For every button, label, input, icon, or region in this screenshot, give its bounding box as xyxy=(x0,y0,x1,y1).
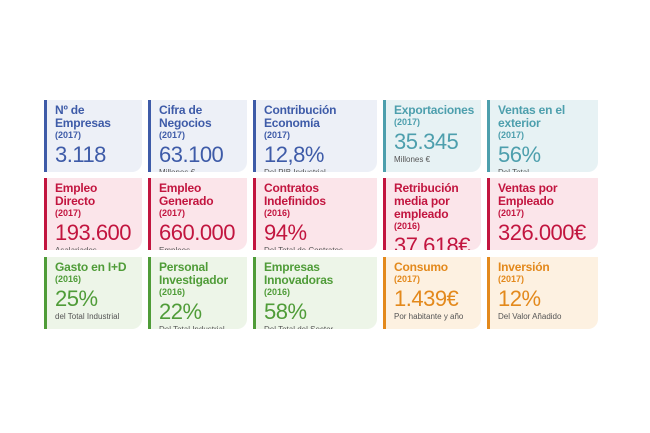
card-year: (2016) xyxy=(264,208,291,218)
stat-card: Consumo (2017) 1.439€ Por habitante y año xyxy=(383,257,481,329)
card-title: Empleo Directo xyxy=(55,181,98,208)
card-year: (2016) xyxy=(159,287,186,297)
card-title: Empresas Innovadoras xyxy=(264,260,334,287)
card-year: (2017) xyxy=(394,274,421,284)
card-value: 22% xyxy=(159,299,202,324)
stat-card: Ventas por Empleado (2017) 326.000€ xyxy=(487,178,598,250)
card-title: Ventas en el exterior xyxy=(498,103,565,130)
card-year: (2017) xyxy=(394,117,421,127)
card-note: del Total Industrial xyxy=(55,312,120,321)
card-note: Del Valor Añadido xyxy=(498,312,562,321)
stat-card: Ventas en el exterior(2017) 56%Del Total xyxy=(487,100,598,172)
card-year: (2017) xyxy=(264,130,291,140)
card-value: 193.600 xyxy=(55,220,132,245)
stat-card: Retribución media por empleado (2016) 37.6… xyxy=(383,178,481,250)
card-year: (2017) xyxy=(498,208,525,218)
card-value: 326.000€ xyxy=(498,220,586,245)
stat-card: Contribución Economía(2017) 12,8%Del PIB … xyxy=(253,100,377,172)
card-year: (2016) xyxy=(264,287,291,297)
stat-card: Exportaciones (2017) 35.345 Millones € xyxy=(383,100,481,172)
card-year: (2017) xyxy=(498,130,525,140)
card-year: (2016) xyxy=(55,274,82,284)
stat-card: Cifra de Negocios(2017) 63.100Millones € xyxy=(148,100,247,172)
card-title: Gasto en I+D xyxy=(55,260,127,274)
card-title: Nº de Empresas xyxy=(55,103,111,130)
card-note: Millones € xyxy=(159,168,241,172)
card-value: 37.618€ xyxy=(394,233,471,250)
stat-card: Personal Investigador(2016) 22%Del Total … xyxy=(148,257,247,329)
card-note: Del Total xyxy=(498,168,592,172)
card-value: 3.118 xyxy=(55,142,106,167)
stat-card: Empleo Directo(2017) 193.600Asalariados xyxy=(44,178,142,250)
stat-card: Empresas Innovadoras(2016) 58%Del Total d… xyxy=(253,257,377,329)
card-value: 56% xyxy=(498,142,541,167)
card-title: Contratos Indefinidos xyxy=(264,181,326,208)
card-value: 94% xyxy=(264,220,307,245)
card-year: (2017) xyxy=(498,274,525,284)
stat-card: Nº de Empresas (2017) 3.118 xyxy=(44,100,142,172)
card-title: Empleo Generado xyxy=(159,181,214,208)
card-value: 660.000 xyxy=(159,220,236,245)
card-year: (2016) xyxy=(394,221,421,231)
card-value: 12% xyxy=(498,286,541,311)
card-value: 63.100 xyxy=(159,142,224,167)
card-title: Inversión xyxy=(498,260,550,274)
card-note: Del Total de Contratos xyxy=(264,246,371,250)
card-note: Empleos xyxy=(159,246,241,250)
card-value: 35.345 xyxy=(394,129,459,154)
card-title: Cifra de Negocios xyxy=(159,103,212,130)
card-year: (2017) xyxy=(55,208,82,218)
card-note: Por habitante y año xyxy=(394,312,464,321)
card-title: Consumo xyxy=(394,260,448,274)
card-note: Millones € xyxy=(394,155,431,164)
stat-card: Empleo Generado(2017) 660.000Empleos xyxy=(148,178,247,250)
stat-card: Inversión (2017) 12% Del Valor Añadido xyxy=(487,257,598,329)
card-title: Personal Investigador xyxy=(159,260,228,287)
card-note: Del PIB Industrial xyxy=(264,168,371,172)
card-year: (2017) xyxy=(159,208,186,218)
card-value: 25% xyxy=(55,286,98,311)
card-note: Del Total del Sector xyxy=(264,325,371,329)
stat-card: Contratos Indefinidos(2016) 94%Del Total … xyxy=(253,178,377,250)
card-title: Contribución Economía xyxy=(264,103,337,130)
stat-card: Gasto en I+D (2016) 25% del Total Industria… xyxy=(44,257,142,329)
card-title: Retribución media por empleado xyxy=(394,181,459,221)
card-title: Exportaciones xyxy=(394,103,475,117)
card-note: Del Total Industrial xyxy=(159,325,241,329)
card-year: (2017) xyxy=(159,130,186,140)
card-value: 1.439€ xyxy=(394,286,459,311)
card-title: Ventas por Empleado xyxy=(498,181,558,208)
card-year: (2017) xyxy=(55,130,82,140)
card-value: 58% xyxy=(264,299,307,324)
card-value: 12,8% xyxy=(264,142,324,167)
card-note: Asalariados xyxy=(55,246,136,250)
